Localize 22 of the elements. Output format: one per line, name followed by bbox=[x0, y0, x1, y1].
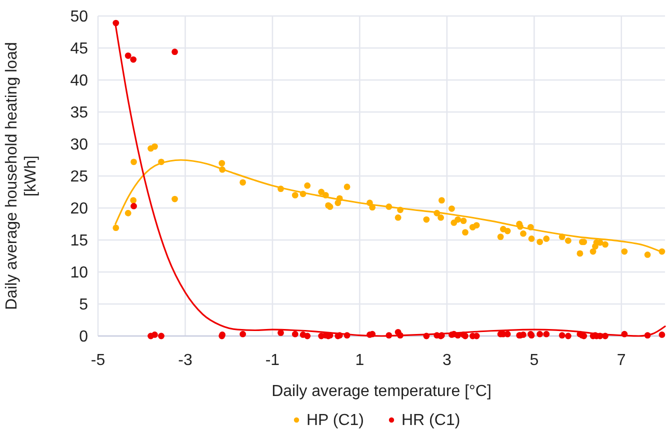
y-axis-title: Daily average household heating load [kWh] bbox=[4, 42, 40, 310]
y-tick-label: 45 bbox=[70, 40, 88, 58]
y-tick-label: 50 bbox=[70, 8, 88, 26]
x-tick-label: 1 bbox=[355, 352, 364, 369]
y-tick-label: 40 bbox=[70, 72, 88, 90]
y-tick-label: 25 bbox=[70, 168, 88, 186]
x-tick-label: -1 bbox=[265, 352, 280, 369]
x-tick-label: -5 bbox=[90, 352, 106, 369]
x-tick-label: 3 bbox=[442, 352, 452, 369]
x-tick-label: 7 bbox=[616, 352, 626, 369]
legend-label: HR (C1) bbox=[402, 412, 460, 429]
y-tick-label: 10 bbox=[70, 264, 88, 282]
y-tick-label: 0 bbox=[79, 328, 88, 346]
y-tick-label: 5 bbox=[79, 296, 88, 314]
x-tick-label: -3 bbox=[178, 352, 192, 369]
y-tick-label: 30 bbox=[70, 136, 88, 154]
x-axis-title: Daily average temperature [°C] bbox=[272, 383, 492, 400]
x-tick-label: 5 bbox=[530, 352, 539, 369]
legend-label: HP (C1) bbox=[306, 412, 364, 429]
y-tick-label: 15 bbox=[70, 232, 88, 250]
y-tick-label: 35 bbox=[70, 104, 88, 122]
y-tick-label: 20 bbox=[70, 200, 88, 218]
